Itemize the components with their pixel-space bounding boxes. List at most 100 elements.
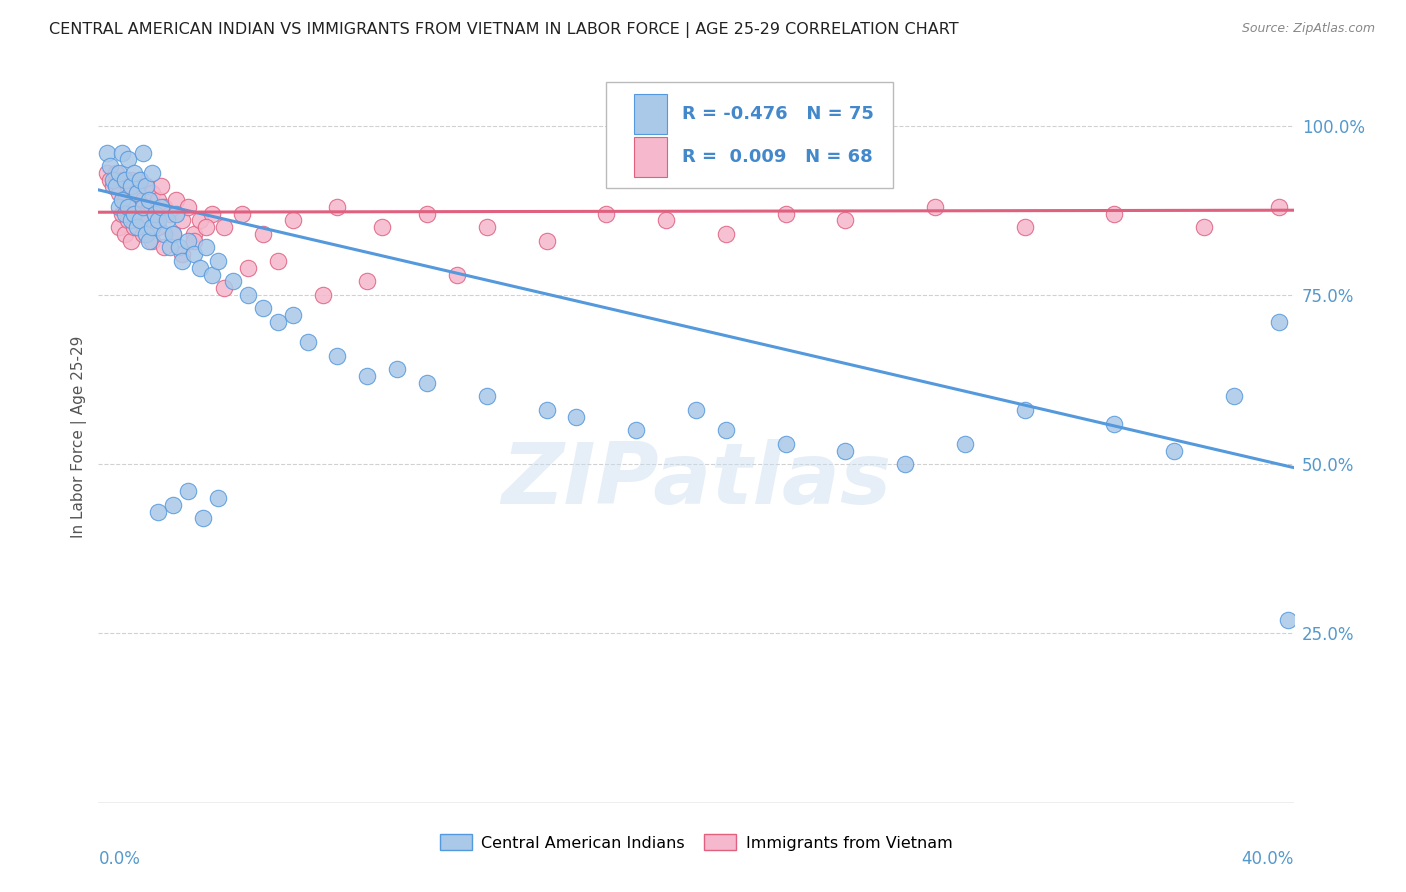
Point bbox=[1277, 613, 1299, 627]
Point bbox=[141, 186, 163, 201]
Point bbox=[446, 268, 468, 282]
Point bbox=[177, 234, 200, 248]
Point bbox=[98, 172, 122, 186]
Point bbox=[356, 274, 378, 288]
Text: 0.0%: 0.0% bbox=[98, 850, 141, 868]
Point bbox=[252, 227, 274, 241]
Point bbox=[141, 234, 163, 248]
Point bbox=[595, 206, 617, 220]
Point bbox=[117, 200, 139, 214]
Point bbox=[172, 213, 194, 227]
Point bbox=[103, 179, 125, 194]
Y-axis label: In Labor Force | Age 25-29: In Labor Force | Age 25-29 bbox=[72, 336, 87, 538]
Point bbox=[267, 315, 290, 329]
Point bbox=[775, 437, 797, 451]
Point bbox=[127, 186, 149, 201]
Point bbox=[129, 213, 152, 227]
Point bbox=[138, 234, 160, 248]
Point bbox=[148, 505, 170, 519]
Point bbox=[114, 193, 136, 207]
Point bbox=[111, 193, 134, 207]
Point bbox=[714, 423, 737, 437]
Point bbox=[222, 274, 245, 288]
Point bbox=[201, 206, 224, 220]
Bar bbox=[634, 137, 668, 178]
Point bbox=[326, 349, 349, 363]
Point bbox=[655, 213, 678, 227]
Text: R =  0.009   N = 68: R = 0.009 N = 68 bbox=[682, 148, 872, 166]
Point bbox=[124, 220, 146, 235]
Point bbox=[1104, 206, 1126, 220]
Point bbox=[953, 437, 976, 451]
Point bbox=[124, 166, 146, 180]
Point bbox=[114, 206, 136, 220]
Point bbox=[108, 186, 131, 201]
Point bbox=[117, 153, 139, 167]
Point bbox=[207, 254, 229, 268]
Point bbox=[236, 260, 259, 275]
Point bbox=[120, 172, 142, 186]
Point bbox=[1267, 315, 1289, 329]
Point bbox=[326, 200, 349, 214]
Point bbox=[371, 220, 394, 235]
Point bbox=[195, 220, 218, 235]
Point bbox=[129, 172, 152, 186]
Point bbox=[167, 240, 190, 254]
Point bbox=[201, 268, 224, 282]
Point bbox=[120, 234, 142, 248]
Point bbox=[1267, 200, 1289, 214]
Point bbox=[108, 166, 131, 180]
Point bbox=[775, 206, 797, 220]
Text: Source: ZipAtlas.com: Source: ZipAtlas.com bbox=[1241, 22, 1375, 36]
Point bbox=[156, 213, 179, 227]
Point bbox=[1014, 403, 1036, 417]
Bar bbox=[634, 94, 668, 134]
Point bbox=[132, 200, 155, 214]
Point bbox=[685, 403, 707, 417]
Point bbox=[1223, 389, 1246, 403]
Point bbox=[135, 179, 157, 194]
Point bbox=[96, 145, 118, 160]
Point bbox=[129, 172, 152, 186]
Point bbox=[188, 213, 211, 227]
Point bbox=[231, 206, 253, 220]
Point bbox=[120, 179, 142, 194]
Point bbox=[475, 220, 498, 235]
Point bbox=[127, 186, 149, 201]
Point bbox=[148, 193, 170, 207]
FancyBboxPatch shape bbox=[606, 82, 893, 188]
Point bbox=[183, 227, 205, 241]
Point bbox=[159, 206, 181, 220]
Point bbox=[416, 376, 439, 390]
Point bbox=[183, 234, 205, 248]
Point bbox=[172, 254, 194, 268]
Point bbox=[252, 301, 274, 316]
Point bbox=[1104, 417, 1126, 431]
Point bbox=[212, 220, 235, 235]
Point bbox=[138, 193, 160, 207]
Point bbox=[165, 193, 187, 207]
Point bbox=[108, 220, 131, 235]
Point bbox=[159, 240, 181, 254]
Point bbox=[1192, 220, 1215, 235]
Point bbox=[297, 335, 319, 350]
Point bbox=[103, 172, 125, 186]
Text: R = -0.476   N = 75: R = -0.476 N = 75 bbox=[682, 104, 873, 122]
Point bbox=[135, 227, 157, 241]
Point bbox=[1014, 220, 1036, 235]
Text: CENTRAL AMERICAN INDIAN VS IMMIGRANTS FROM VIETNAM IN LABOR FORCE | AGE 25-29 CO: CENTRAL AMERICAN INDIAN VS IMMIGRANTS FR… bbox=[49, 22, 959, 38]
Point bbox=[111, 145, 134, 160]
Point bbox=[195, 240, 218, 254]
Point bbox=[124, 206, 146, 220]
Point bbox=[172, 247, 194, 261]
Point bbox=[153, 227, 176, 241]
Text: ZIPatlas: ZIPatlas bbox=[501, 440, 891, 523]
Point bbox=[475, 389, 498, 403]
Point bbox=[162, 498, 184, 512]
Point bbox=[111, 172, 134, 186]
Point bbox=[141, 220, 163, 235]
Point bbox=[177, 200, 200, 214]
Point bbox=[127, 220, 149, 235]
Point bbox=[924, 200, 946, 214]
Point bbox=[117, 213, 139, 227]
